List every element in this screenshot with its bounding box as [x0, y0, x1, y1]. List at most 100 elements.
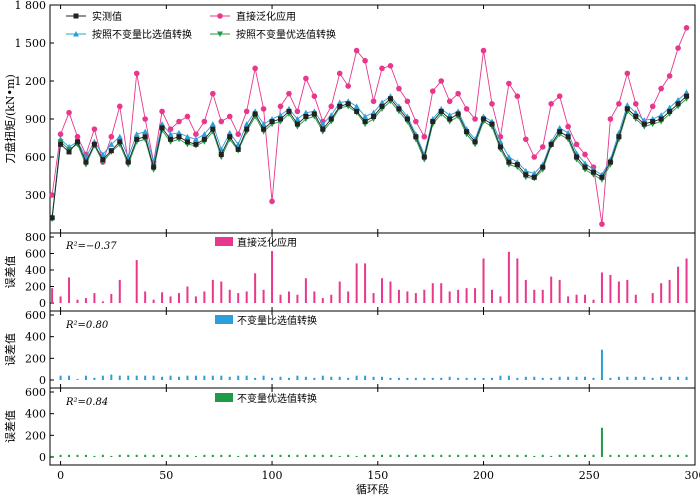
- point-ratio: [133, 131, 140, 137]
- point-direct: [49, 192, 55, 198]
- point-direct: [632, 101, 639, 107]
- point-ratio: [641, 117, 648, 123]
- error-bar-ratio: [220, 375, 223, 380]
- error-bar-direct: [550, 276, 553, 303]
- x-tick-label: 200: [473, 469, 494, 482]
- error-bar-direct: [457, 289, 460, 303]
- error-bar-optimal: [651, 454, 654, 457]
- point-measured: [447, 116, 453, 122]
- error-bar-direct: [406, 291, 409, 303]
- error-bar-ratio: [389, 377, 392, 380]
- point-measured: [650, 119, 656, 125]
- point-measured: [252, 111, 258, 117]
- y-tick-label: 600: [25, 151, 46, 164]
- error-bar-direct: [76, 299, 79, 303]
- error-bar-direct: [372, 293, 375, 303]
- point-ratio: [522, 167, 529, 174]
- point-measured: [607, 159, 613, 165]
- error-bar-optimal: [600, 427, 603, 457]
- y-tick-label: 1 500: [15, 37, 47, 50]
- error-bar-ratio: [660, 376, 663, 380]
- error-bar-optimal: [677, 454, 680, 457]
- error-bar-ratio: [194, 375, 197, 380]
- point-direct: [463, 106, 470, 112]
- error-bar-direct: [152, 299, 155, 303]
- error-bar-direct: [296, 294, 299, 303]
- point-ratio: [675, 97, 682, 103]
- point-ratio: [226, 129, 233, 136]
- point-measured: [235, 146, 241, 152]
- error-bar-direct: [220, 281, 223, 303]
- error-bar-direct: [194, 296, 197, 303]
- error-bar-direct: [203, 291, 206, 303]
- error-bar-ratio: [84, 375, 87, 380]
- point-ratio: [319, 121, 326, 127]
- legend-label-ratio: 按照不变量比选值转换: [92, 28, 192, 41]
- point-measured: [371, 113, 377, 119]
- error-bar-optimal: [507, 454, 510, 457]
- point-measured: [438, 108, 444, 114]
- error-bar-direct: [423, 289, 426, 303]
- panel-frame-optimal: [49, 387, 696, 466]
- point-measured: [667, 108, 673, 114]
- point-measured: [159, 125, 165, 131]
- point-ratio: [277, 112, 284, 118]
- error-bar-optimal: [93, 455, 96, 457]
- legend-marker-optimal: [217, 31, 223, 37]
- point-ratio: [658, 112, 665, 118]
- error-bar-ratio: [431, 377, 434, 380]
- point-measured: [590, 169, 596, 175]
- error-bar-ratio: [584, 376, 587, 380]
- point-direct: [108, 133, 115, 140]
- error-bar-direct: [161, 292, 164, 303]
- error-bar-direct: [144, 291, 147, 303]
- error-bar-ratio: [651, 377, 654, 380]
- error-bar-direct: [490, 289, 493, 303]
- error-bar-ratio: [287, 377, 290, 380]
- legend-label-direct: 直接泛化应用: [236, 10, 296, 23]
- error-bar-optimal: [499, 454, 502, 457]
- error-bar-direct: [592, 299, 595, 303]
- error-bar-optimal: [440, 454, 443, 457]
- error-bar-direct: [414, 293, 417, 303]
- point-direct: [176, 118, 182, 125]
- point-direct: [226, 113, 233, 120]
- error-bar-ratio: [617, 376, 620, 380]
- error-bar-ratio: [203, 375, 206, 380]
- point-direct: [624, 70, 631, 77]
- point-measured: [582, 164, 588, 170]
- point-measured: [421, 154, 427, 160]
- error-bar-optimal: [584, 454, 587, 457]
- error-bar-direct: [271, 251, 274, 303]
- error-bar-optimal: [68, 454, 71, 457]
- point-measured: [464, 129, 470, 135]
- point-direct: [74, 133, 81, 140]
- error-bar-optimal: [228, 454, 231, 457]
- error-bar-optimal: [76, 454, 79, 457]
- point-measured: [675, 101, 681, 107]
- error-bar-direct: [533, 289, 536, 303]
- point-measured: [557, 129, 563, 135]
- error-bar-optimal: [414, 454, 417, 457]
- error-bar-optimal: [220, 454, 223, 457]
- error-bar-direct: [524, 279, 527, 303]
- error-bar-direct: [507, 251, 510, 303]
- x-tick-label: 300: [685, 469, 700, 482]
- error-bar-direct: [685, 258, 688, 303]
- point-ratio: [370, 109, 377, 116]
- point-measured: [472, 139, 478, 145]
- y-axis-label: 误差值: [3, 256, 17, 289]
- point-ratio: [505, 154, 512, 160]
- error-bar-optimal: [482, 454, 485, 457]
- error-bar-ratio: [677, 376, 680, 380]
- error-bar-direct: [347, 291, 350, 303]
- error-bar-ratio: [448, 376, 451, 380]
- legend-swatch-direct: [215, 237, 233, 246]
- error-bar-direct: [237, 293, 240, 303]
- error-bar-ratio: [541, 377, 544, 380]
- error-bar-ratio: [457, 377, 460, 380]
- point-measured: [387, 96, 393, 102]
- error-bar-direct: [59, 296, 62, 303]
- error-bar-ratio: [51, 378, 54, 380]
